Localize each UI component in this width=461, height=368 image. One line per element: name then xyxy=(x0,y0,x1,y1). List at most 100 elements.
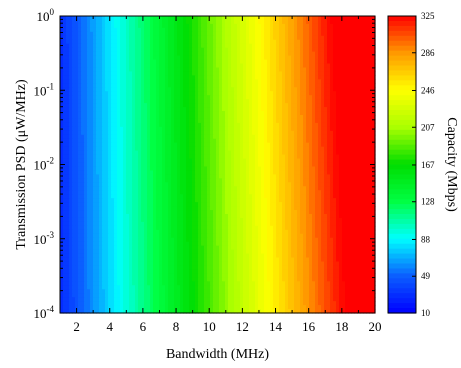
heatmap-cell xyxy=(162,79,166,84)
heatmap-cell xyxy=(318,71,322,76)
heatmap-cell xyxy=(189,162,193,168)
heatmap-cell xyxy=(159,146,163,152)
heatmap-cell xyxy=(261,126,265,132)
heatmap-cell xyxy=(300,126,304,132)
heatmap-cell xyxy=(117,35,121,41)
heatmap-cell xyxy=(357,83,361,88)
heatmap-cell xyxy=(132,23,136,29)
heatmap-cell xyxy=(288,71,292,76)
heatmap-cell xyxy=(126,99,130,104)
heatmap-cell xyxy=(195,178,199,183)
heatmap-cell xyxy=(201,126,205,132)
heatmap-cell xyxy=(192,118,196,124)
heatmap-cell xyxy=(351,115,355,120)
heatmap-cell xyxy=(318,51,322,57)
heatmap-cell xyxy=(345,63,349,69)
heatmap-cell xyxy=(108,198,112,203)
heatmap-cell xyxy=(153,55,157,61)
heatmap-cell xyxy=(351,75,355,80)
heatmap-cell xyxy=(114,47,118,53)
heatmap-cell xyxy=(282,67,286,73)
heatmap-cell xyxy=(174,178,178,183)
heatmap-cell xyxy=(324,154,328,160)
heatmap-cell xyxy=(141,190,145,195)
heatmap-cell xyxy=(156,59,160,65)
heatmap-cell xyxy=(75,59,79,65)
heatmap-cell xyxy=(303,79,307,84)
heatmap-cell xyxy=(162,47,166,53)
heatmap-cell xyxy=(345,43,349,49)
heatmap-cell xyxy=(174,198,178,203)
heatmap-cell xyxy=(162,198,166,203)
heatmap-cell xyxy=(324,99,328,104)
heatmap-cell xyxy=(213,166,217,172)
heatmap-cell xyxy=(339,170,343,175)
heatmap-cell xyxy=(261,194,265,199)
heatmap-cell xyxy=(258,47,262,53)
heatmap-cell xyxy=(126,202,130,207)
heatmap-cell xyxy=(213,178,217,183)
heatmap-cell xyxy=(78,27,82,33)
heatmap-cell xyxy=(348,19,352,25)
heatmap-cell xyxy=(93,71,97,76)
heatmap-cell xyxy=(243,130,247,136)
heatmap-cell xyxy=(327,99,331,104)
heatmap-cell xyxy=(186,75,190,80)
heatmap-cell xyxy=(204,162,208,168)
heatmap-cell xyxy=(216,202,220,207)
heatmap-cell xyxy=(225,103,229,108)
heatmap-cell xyxy=(291,122,295,128)
heatmap-cell xyxy=(195,75,199,80)
heatmap-cell xyxy=(330,83,334,88)
heatmap-cell xyxy=(165,75,169,80)
heatmap-cell xyxy=(141,146,145,152)
heatmap-cell xyxy=(144,166,148,172)
heatmap-cell xyxy=(315,71,319,76)
heatmap-cell xyxy=(234,154,238,160)
heatmap-cell xyxy=(177,39,181,45)
heatmap-cell xyxy=(309,19,313,25)
heatmap-cell xyxy=(183,178,187,183)
heatmap-cell xyxy=(273,174,277,179)
heatmap-cell xyxy=(78,115,82,120)
heatmap-cell xyxy=(138,95,142,100)
heatmap-cell xyxy=(96,115,100,120)
heatmap-cell xyxy=(369,35,373,41)
heatmap-cell xyxy=(264,154,268,160)
heatmap-cell xyxy=(159,23,163,29)
heatmap-cell xyxy=(342,51,346,57)
heatmap-cell xyxy=(135,174,139,179)
heatmap-cell xyxy=(366,47,370,53)
heatmap-cell xyxy=(279,138,283,144)
heatmap-cell xyxy=(75,71,79,76)
heatmap-cell xyxy=(279,51,283,57)
heatmap-cell xyxy=(165,186,169,191)
heatmap-cell xyxy=(153,150,157,156)
heatmap-cell xyxy=(360,91,364,96)
heatmap-cell xyxy=(111,126,115,132)
heatmap-cell xyxy=(243,138,247,144)
heatmap-cell xyxy=(267,87,271,92)
heatmap-cell xyxy=(87,87,91,92)
heatmap-cell xyxy=(228,107,232,112)
heatmap-cell xyxy=(135,91,139,96)
heatmap-cell xyxy=(126,63,130,69)
heatmap-cell xyxy=(228,190,232,195)
heatmap-cell xyxy=(72,182,76,187)
heatmap-cell xyxy=(357,51,361,57)
heatmap-cell xyxy=(90,166,94,172)
heatmap-cell xyxy=(339,142,343,148)
heatmap-cell xyxy=(141,47,145,53)
heatmap-cell xyxy=(273,71,277,76)
heatmap-cell xyxy=(366,43,370,49)
heatmap-cell xyxy=(132,35,136,41)
heatmap-cell xyxy=(153,122,157,128)
heatmap-cell xyxy=(270,91,274,96)
heatmap-cell xyxy=(228,126,232,132)
heatmap-cell xyxy=(210,174,214,179)
heatmap-cell xyxy=(66,75,70,80)
heatmap-cell xyxy=(81,59,85,65)
heatmap-cell xyxy=(162,146,166,152)
heatmap-cell xyxy=(360,190,364,195)
heatmap-cell xyxy=(213,31,217,37)
